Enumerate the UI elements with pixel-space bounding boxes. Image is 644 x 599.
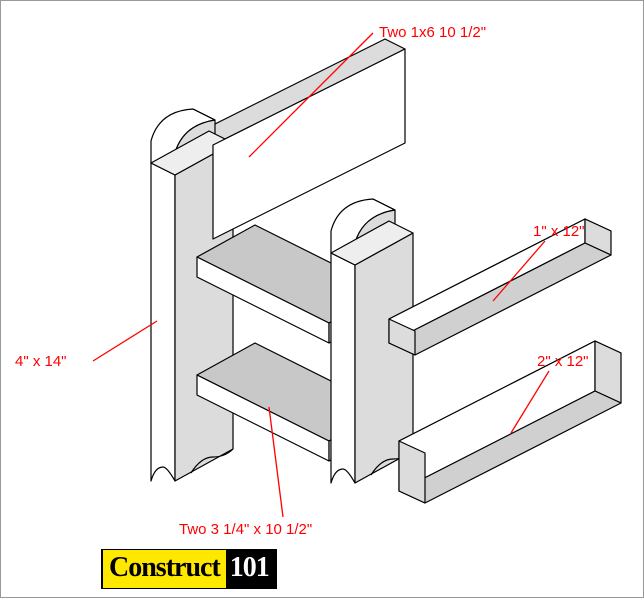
leader-left bbox=[93, 321, 157, 361]
label-right1: 1" x 12" bbox=[533, 223, 585, 240]
label-top: Two 1x6 10 1/2" bbox=[379, 24, 486, 41]
label-left: 4" x 14" bbox=[15, 353, 67, 370]
shelf-diagram bbox=[1, 1, 644, 599]
logo-right-text: 101 bbox=[226, 550, 275, 588]
logo-left-text: Construct bbox=[103, 550, 226, 588]
construct101-logo: Construct 101 bbox=[101, 549, 277, 589]
label-right2: 2" x 12" bbox=[537, 353, 589, 370]
label-bottom: Two 3 1/4" x 10 1/2" bbox=[179, 521, 312, 538]
